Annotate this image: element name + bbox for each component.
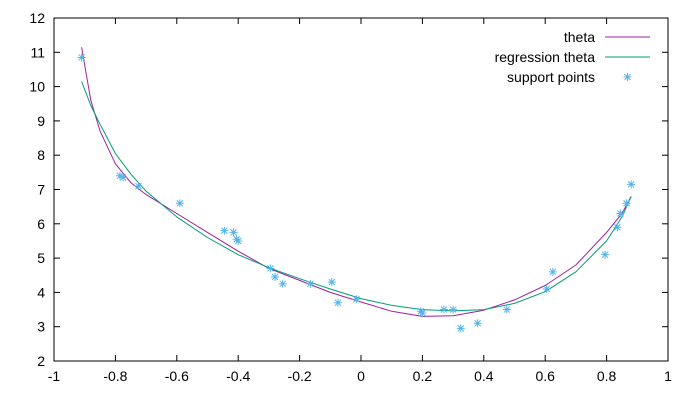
support-point xyxy=(333,298,342,307)
x-tick-label: -0.2 xyxy=(288,368,312,384)
support-point xyxy=(548,267,557,276)
support-point xyxy=(449,305,458,314)
support-point xyxy=(266,264,275,273)
x-tick-label: -0.4 xyxy=(226,368,250,384)
support-point xyxy=(278,279,287,288)
support-point xyxy=(601,250,610,259)
support-point xyxy=(622,199,631,208)
x-tick-label: 0.4 xyxy=(474,368,494,384)
support-point xyxy=(77,53,86,62)
series-line-1 xyxy=(81,81,632,312)
y-tick-label: 3 xyxy=(37,319,45,335)
support-point xyxy=(306,279,315,288)
x-tick-label: 0.6 xyxy=(535,368,555,384)
support-point xyxy=(327,278,336,287)
support-point xyxy=(456,324,465,333)
support-point xyxy=(418,308,427,317)
y-tick-label: 4 xyxy=(37,284,45,300)
x-tick-label: -0.8 xyxy=(103,368,127,384)
support-point xyxy=(502,305,511,314)
legend-label: support points xyxy=(507,69,595,85)
x-tick-label: -0.6 xyxy=(165,368,189,384)
support-point xyxy=(616,209,625,218)
support-point xyxy=(613,223,622,232)
y-tick-label: 8 xyxy=(37,147,45,163)
x-tick-label: 1 xyxy=(664,368,672,384)
support-point xyxy=(473,319,482,328)
y-tick-label: 11 xyxy=(30,44,45,60)
support-point xyxy=(271,272,280,281)
x-tick-label: -1 xyxy=(48,368,61,384)
y-tick-label: 2 xyxy=(37,353,45,369)
support-point xyxy=(229,228,238,237)
legend-label: regression theta xyxy=(495,49,596,65)
x-tick-label: 0.2 xyxy=(413,368,433,384)
legend-label: theta xyxy=(564,29,595,45)
support-point xyxy=(352,295,361,304)
x-tick-label: 0 xyxy=(357,368,365,384)
support-point xyxy=(220,226,229,235)
support-point xyxy=(234,236,243,245)
y-tick-label: 12 xyxy=(29,10,45,26)
legend-swatch xyxy=(623,73,632,81)
y-tick-label: 9 xyxy=(37,113,45,129)
series-line-0 xyxy=(81,47,632,317)
support-point xyxy=(175,199,184,208)
support-point xyxy=(627,180,636,189)
support-point xyxy=(119,173,128,182)
support-point xyxy=(134,182,143,191)
support-point xyxy=(439,305,448,314)
x-tick-label: 0.8 xyxy=(597,368,617,384)
y-tick-label: 7 xyxy=(37,182,45,198)
y-tick-label: 5 xyxy=(37,250,45,266)
support-point xyxy=(116,171,125,180)
y-tick-label: 10 xyxy=(29,79,45,95)
y-tick-label: 6 xyxy=(37,216,45,232)
support-point xyxy=(542,284,551,293)
